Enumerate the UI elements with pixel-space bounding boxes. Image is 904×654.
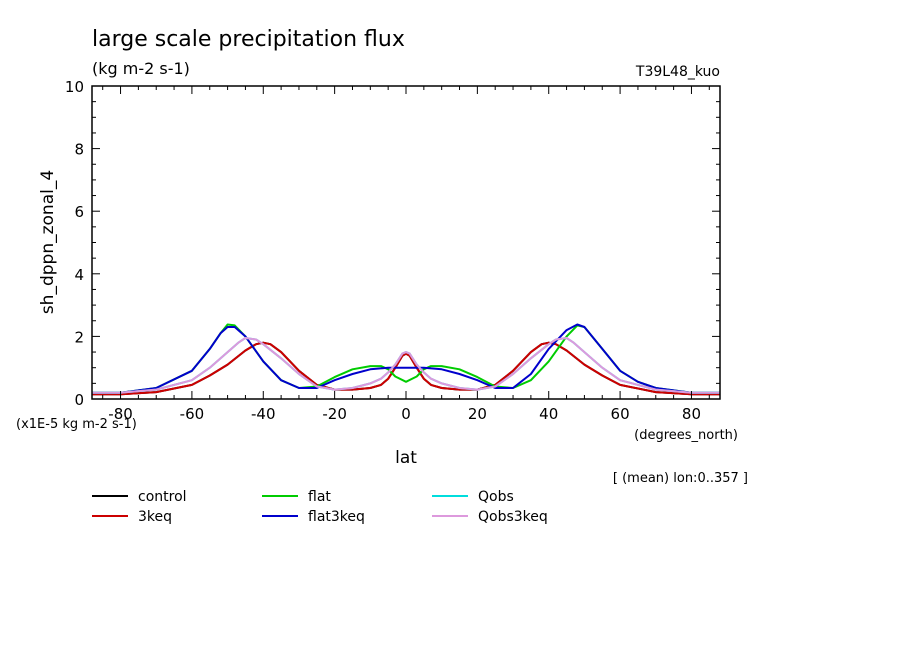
legend-label-flat3keq: flat3keq bbox=[308, 509, 365, 525]
y-axis-label: sh_dppn_zonal_4 bbox=[38, 170, 58, 314]
x-tick-label: -80 bbox=[108, 405, 133, 423]
legend-label-3keq: 3keq bbox=[138, 509, 172, 525]
y-tick-label: 0 bbox=[74, 391, 84, 409]
axis-layer: 0 2 4 6 8 10 -80 -60 -40 -20 0 20 40 60 80 bbox=[65, 78, 720, 423]
x-units-label: (degrees_north) bbox=[634, 428, 738, 443]
y-tick-label: 4 bbox=[74, 266, 84, 284]
y-tick-label: 6 bbox=[74, 203, 84, 221]
legend-label-qobs: Qobs bbox=[478, 489, 514, 505]
x-tick-label: 20 bbox=[468, 405, 487, 423]
chart-title: large scale precipitation flux bbox=[92, 27, 405, 52]
chart-subtitle: (kg m-2 s-1) bbox=[92, 59, 190, 78]
series-line-qobs3keq bbox=[92, 337, 720, 394]
x-tick-label: -40 bbox=[251, 405, 276, 423]
legend: control 3keq flat flat3keq Qobs Qobs3keq bbox=[92, 489, 548, 525]
y-tick-label: 8 bbox=[74, 141, 84, 159]
series-layer bbox=[92, 323, 720, 396]
x-tick-label: 60 bbox=[611, 405, 630, 423]
x-tick-label: 0 bbox=[401, 405, 411, 423]
series-line-qobs bbox=[92, 337, 720, 394]
y-scale-note: (x1E-5 kg m-2 s-1) bbox=[16, 417, 137, 432]
x-axis-label: lat bbox=[395, 448, 417, 468]
averaging-note: [ (mean) lon:0..357 ] bbox=[613, 471, 748, 486]
legend-label-control: control bbox=[138, 489, 187, 505]
x-tick-label: -20 bbox=[322, 405, 347, 423]
model-label: T39L48_kuo bbox=[635, 64, 720, 80]
y-tick-label: 2 bbox=[74, 328, 84, 346]
x-tick-label: 80 bbox=[682, 405, 701, 423]
series-line-flat3keq bbox=[92, 323, 720, 394]
y-tick-label: 10 bbox=[65, 78, 84, 96]
x-tick-label: -60 bbox=[180, 405, 205, 423]
legend-label-flat: flat bbox=[308, 489, 331, 505]
legend-label-qobs3keq: Qobs3keq bbox=[478, 509, 548, 525]
x-tick-label: 40 bbox=[539, 405, 558, 423]
